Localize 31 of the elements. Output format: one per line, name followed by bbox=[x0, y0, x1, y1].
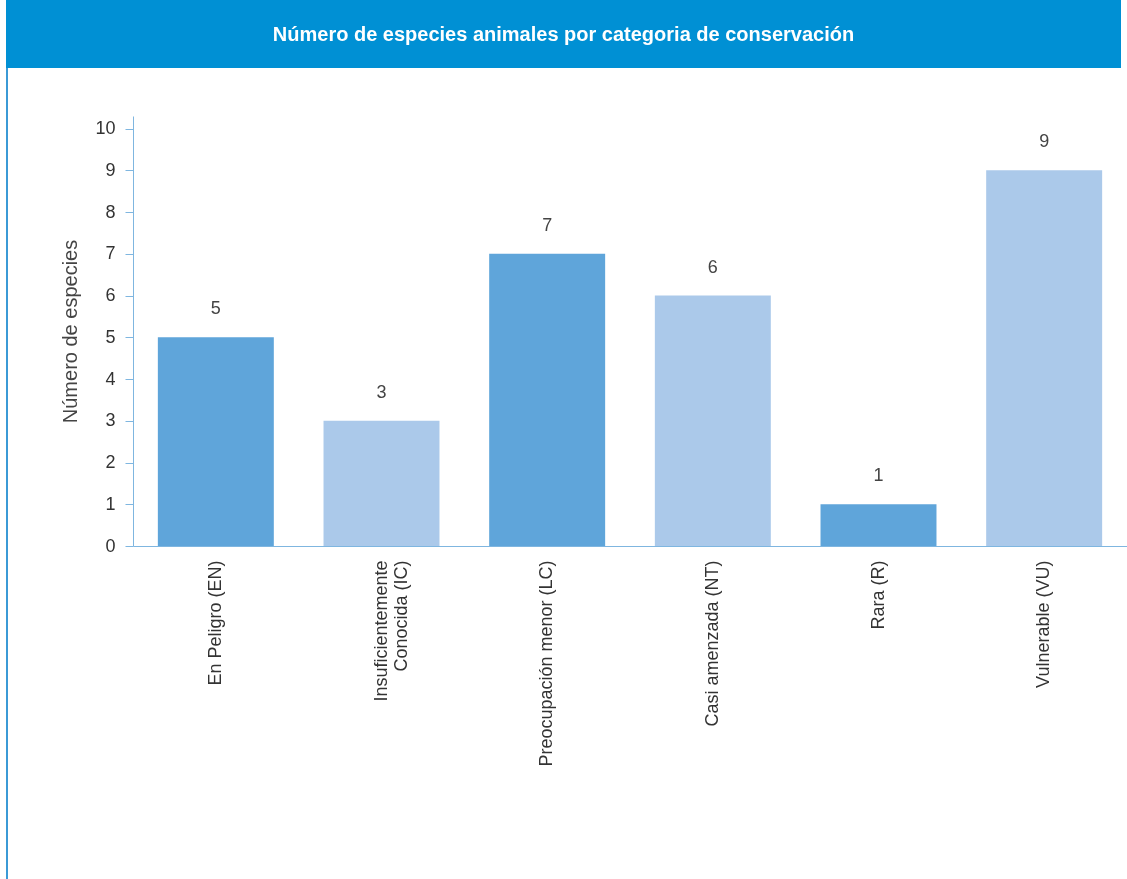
data-label: 6 bbox=[707, 256, 718, 277]
y-tick-label: 10 bbox=[95, 118, 116, 139]
y-tick-label: 3 bbox=[105, 410, 116, 431]
bar bbox=[323, 420, 440, 546]
x-tick-label: Rara (R) bbox=[867, 560, 888, 630]
y-tick-label: 4 bbox=[105, 368, 116, 389]
x-tick-label: Casi amenzada (NT) bbox=[701, 560, 722, 727]
data-label: 7 bbox=[542, 214, 553, 235]
y-axis-title: Número de especies bbox=[59, 239, 82, 424]
y-tick-label: 9 bbox=[105, 159, 116, 180]
bar bbox=[489, 253, 606, 546]
x-tick-label: Insuficientemente Conocida (IC) bbox=[370, 560, 411, 702]
data-label: 9 bbox=[1039, 131, 1050, 152]
y-tick-label: 8 bbox=[105, 201, 116, 222]
y-tick-label: 2 bbox=[105, 452, 116, 472]
x-tick-label: Preocupación menor (LC) bbox=[536, 560, 557, 767]
x-tick-label: En Peligro (EN) bbox=[204, 560, 225, 686]
y-tick-label: 1 bbox=[105, 493, 116, 514]
chart-title: Número de especies animales por categoria de conservación bbox=[6, 0, 1121, 68]
bar bbox=[157, 337, 274, 546]
bar bbox=[986, 170, 1103, 546]
x-tick-label: Vulnerable (VU) bbox=[1033, 560, 1054, 688]
data-label: 3 bbox=[376, 381, 387, 402]
bar bbox=[820, 504, 937, 546]
bar bbox=[654, 295, 771, 546]
y-tick-label: 7 bbox=[105, 243, 116, 264]
data-label: 1 bbox=[873, 465, 884, 486]
y-tick-label: 6 bbox=[105, 285, 116, 306]
y-tick-label: 0 bbox=[105, 535, 116, 556]
y-tick-label: 5 bbox=[105, 326, 116, 347]
data-label: 5 bbox=[210, 298, 221, 319]
